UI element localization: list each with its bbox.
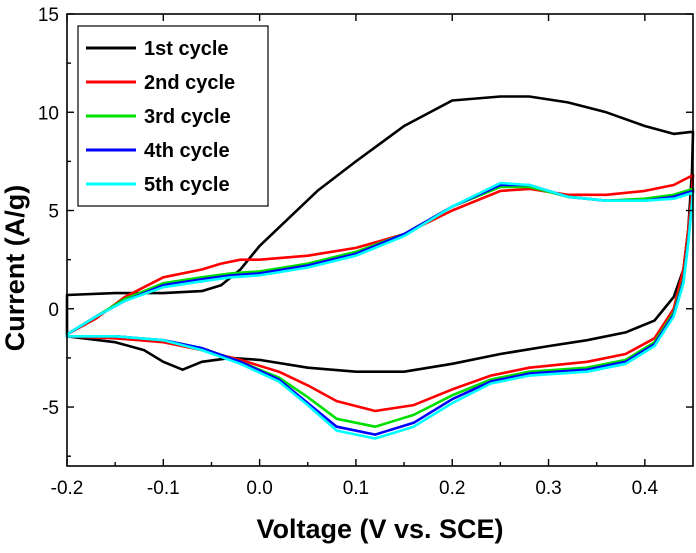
legend-label-2: 2nd cycle [144,72,235,94]
y-axis-title: Current (A/g) [0,185,30,351]
x-axis-title: Voltage (V vs. SCE) [256,514,503,544]
series-layer [65,95,695,440]
legend-label-3: 3rd cycle [144,106,231,128]
y-tick-label: 0 [48,300,59,321]
x-tick-label: 0.1 [343,478,369,499]
plot-frame [66,13,694,467]
series-line-3 [65,185,695,428]
legend-label-4: 4th cycle [144,140,230,162]
legend-label-5: 5th cycle [144,174,230,196]
x-tick-label: -0.2 [51,478,84,499]
x-tick-label: 0.2 [439,478,465,499]
y-tick-label: 5 [48,202,59,223]
y-tick-label: 15 [38,5,59,26]
x-tick-label: 0.3 [535,478,561,499]
x-tick-label: 0.0 [246,478,272,499]
axes-layer: -0.2 -0.1 0.0 0.1 0.2 0.3 0.4 -5 0 5 10 15 [38,5,694,499]
legend-label-1: 1st cycle [144,38,229,60]
y-tick-label: -5 [42,398,59,419]
x-tick-label: 0.4 [632,478,659,499]
y-tick-label: 10 [38,103,59,124]
series-line-4 [65,183,695,436]
x-tick-label: -0.1 [147,478,180,499]
series-line-5 [65,181,695,440]
legend: 1st cycle 2nd cycle 3rd cycle 4th cycle 5th … [77,25,269,207]
